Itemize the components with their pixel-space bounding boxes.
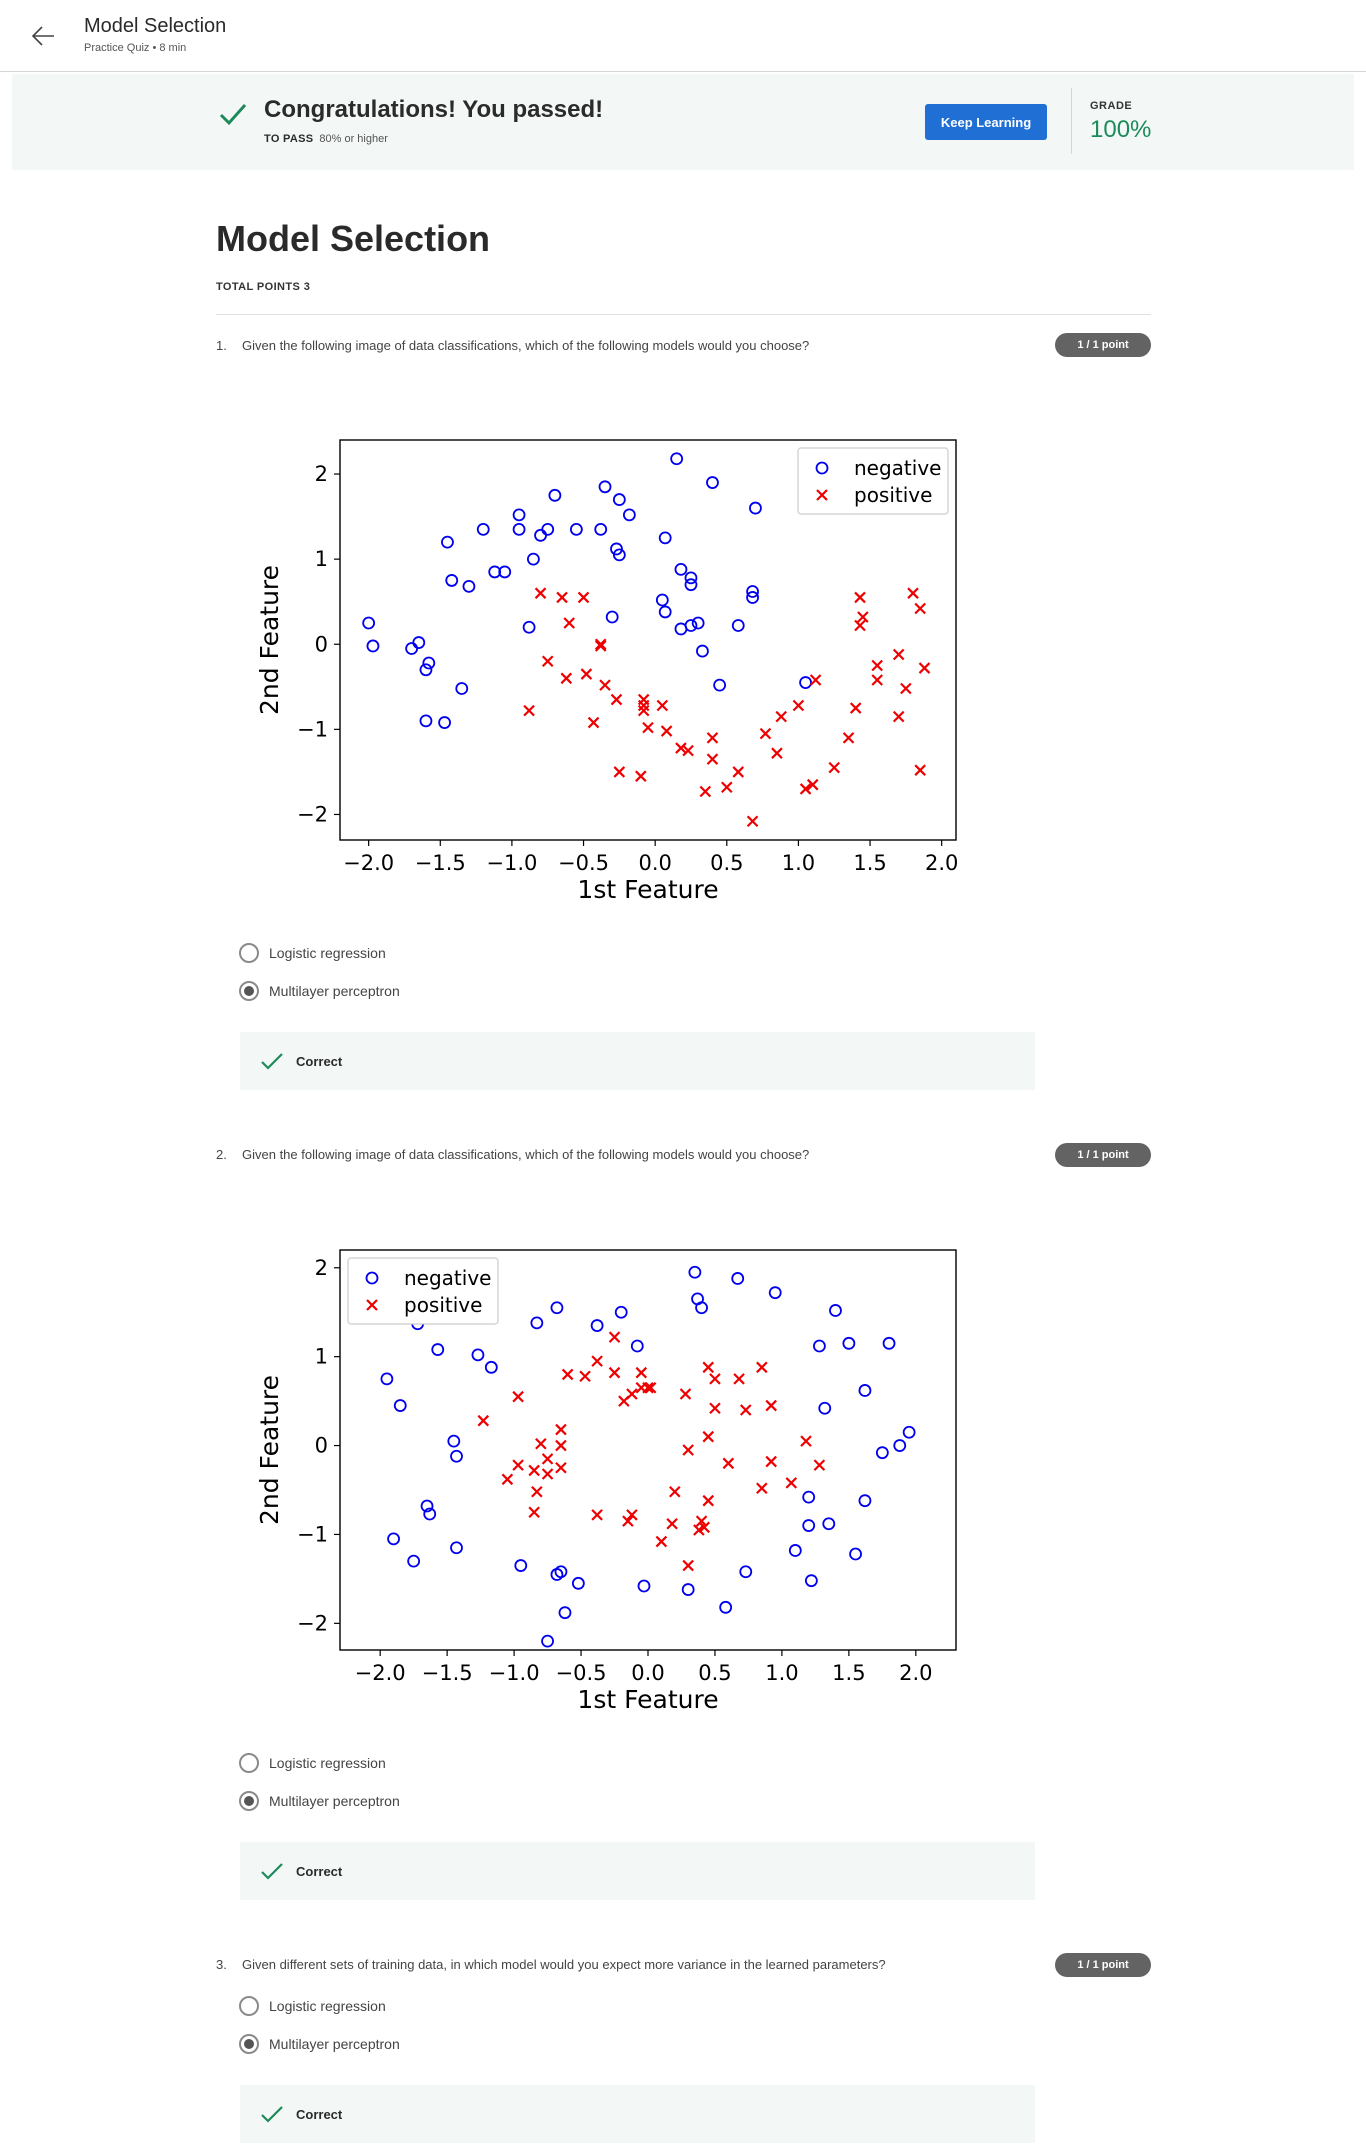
option-logistic-regression[interactable]: Logistic regression [239,941,386,965]
x-tick-label: 2.0 [925,851,958,875]
check-icon [260,2102,284,2126]
scatter-chart-2: −2.0 −1.5 −1.0 −0.5 0.0 0.5 1.0 1.5 2.0 −2 −1 0 1 2 1s… [240,1230,980,1730]
divider [216,314,1151,315]
total-points: TOTAL POINTS 3 [216,281,310,293]
y-axis-label: 2nd Feature [255,565,284,715]
y-tick-label: 2 [315,462,328,486]
feedback-text: Correct [296,1054,342,1069]
feedback-correct: Correct [240,2085,1035,2143]
x-tick-label: −1.0 [489,1661,540,1685]
radio-button[interactable] [239,943,259,963]
question-text: Given the following image of data classi… [242,1147,809,1162]
header-subtitle: Practice Quiz • 8 min [84,42,186,54]
option-multilayer-perceptron[interactable]: Multilayer perceptron [239,2032,400,2056]
x-tick-label: 1.0 [782,851,815,875]
question-text: Given different sets of training data, i… [242,1957,886,1972]
y-tick-label: −1 [297,1522,328,1546]
x-tick-label: 0.5 [698,1661,731,1685]
option-multilayer-perceptron[interactable]: Multilayer perceptron [239,979,400,1003]
question-number: 2. [216,1147,227,1162]
to-pass-value: 80% or higher [319,133,388,145]
option-label: Multilayer perceptron [269,2036,400,2052]
grade-label: GRADE [1090,100,1132,112]
feedback-correct: Correct [240,1032,1035,1090]
check-icon [260,1049,284,1073]
header-title: Model Selection [84,15,226,38]
legend-label: negative [404,1266,491,1290]
option-logistic-regression[interactable]: Logistic regression [239,1994,386,2018]
y-tick-label: −1 [297,717,328,741]
option-label: Logistic regression [269,945,386,961]
chart-svg: −2.0 −1.5 −1.0 −0.5 0.0 0.5 1.0 1.5 2.0 −2 −1 0 1 2 1s… [240,1230,980,1730]
pass-requirement: TO PASS 80% or higher [264,133,388,145]
pass-banner [12,74,1354,170]
feedback-text: Correct [296,2107,342,2122]
back-arrow-icon[interactable] [27,20,59,52]
y-tick-label: −2 [297,802,328,826]
x-tick-label: −1.0 [486,851,537,875]
feedback-correct: Correct [240,1842,1035,1900]
x-tick-label: −1.5 [422,1661,473,1685]
x-tick-label: −2.0 [355,1661,406,1685]
x-tick-label: 1.5 [832,1661,865,1685]
points-badge: 1 / 1 point [1055,1953,1151,1977]
option-label: Multilayer perceptron [269,1793,400,1809]
page-title: Model Selection [216,218,490,260]
option-label: Logistic regression [269,1755,386,1771]
top-bar: Model Selection Practice Quiz • 8 min [0,0,1366,72]
radio-button[interactable] [239,1753,259,1773]
legend-label: negative [854,456,941,480]
grade-value: 100% [1090,116,1151,144]
y-tick-label: 0 [315,1434,328,1458]
legend-label: positive [404,1293,482,1317]
to-pass-label: TO PASS [264,133,313,145]
question-number: 1. [216,338,227,353]
chart-svg: −2.0 −1.5 −1.0 −0.5 0.0 0.5 1.0 1.5 2.0 −2 −1 0 1 2 1s… [240,420,980,920]
x-axis-label: 1st Feature [577,1685,718,1714]
radio-button[interactable] [239,1996,259,2016]
y-tick-label: 0 [315,632,328,656]
option-multilayer-perceptron[interactable]: Multilayer perceptron [239,1789,400,1813]
radio-button-selected[interactable] [239,2034,259,2054]
x-tick-label: 1.0 [765,1661,798,1685]
check-icon [260,1859,284,1883]
radio-button-selected[interactable] [239,981,259,1001]
x-axis-label: 1st Feature [577,875,718,904]
x-tick-label: 1.5 [853,851,886,875]
option-label: Multilayer perceptron [269,983,400,999]
grade-divider [1071,88,1072,154]
feedback-text: Correct [296,1864,342,1879]
points-badge: 1 / 1 point [1055,1143,1151,1167]
x-tick-label: 0.0 [638,851,671,875]
scatter-chart-1: −2.0 −1.5 −1.0 −0.5 0.0 0.5 1.0 1.5 2.0 −2 −1 0 1 2 1s… [240,420,980,920]
x-tick-label: 0.5 [710,851,743,875]
x-tick-label: 0.0 [631,1661,664,1685]
option-label: Logistic regression [269,1998,386,2014]
y-tick-label: 2 [315,1256,328,1280]
points-badge: 1 / 1 point [1055,333,1151,357]
x-tick-label: 2.0 [899,1661,932,1685]
question-number: 3. [216,1957,227,1972]
x-tick-label: −2.0 [343,851,394,875]
check-icon [217,98,249,130]
option-logistic-regression[interactable]: Logistic regression [239,1751,386,1775]
x-tick-label: −1.5 [415,851,466,875]
legend-label: positive [854,483,932,507]
y-axis-label: 2nd Feature [255,1375,284,1525]
x-tick-label: −0.5 [558,851,609,875]
y-tick-label: 1 [315,1345,328,1369]
radio-button-selected[interactable] [239,1791,259,1811]
pass-title: Congratulations! You passed! [264,96,603,124]
x-tick-label: −0.5 [556,1661,607,1685]
keep-learning-button[interactable]: Keep Learning [925,104,1047,140]
question-text: Given the following image of data classi… [242,338,809,353]
y-tick-label: 1 [315,547,328,571]
y-tick-label: −2 [297,1611,328,1635]
